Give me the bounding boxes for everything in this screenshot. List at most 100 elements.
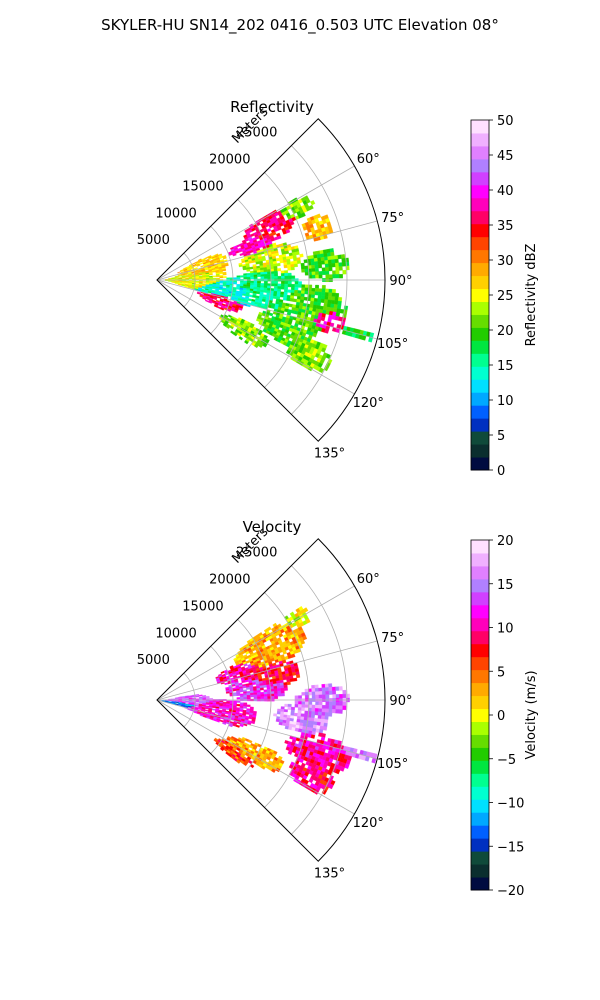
angle-spoke — [156, 165, 355, 281]
radar-cell — [236, 693, 241, 696]
radar-cell — [331, 259, 336, 264]
radar-cell — [272, 295, 277, 300]
colorbar-swatch — [471, 340, 489, 354]
radar-cell — [218, 707, 223, 710]
angle-spoke — [156, 279, 378, 340]
radar-cell — [200, 265, 205, 268]
radar-cell — [318, 367, 325, 374]
radar-cell — [325, 270, 330, 275]
radar-cell — [222, 276, 227, 279]
radar-cell — [211, 708, 216, 711]
radar-cell — [320, 298, 325, 304]
radar-cell — [251, 260, 256, 263]
radar-cell — [311, 291, 316, 296]
radar-cell — [246, 269, 251, 272]
colorbar-tick-label: 40 — [497, 184, 514, 199]
colorbar-tick-label: 0 — [497, 709, 505, 724]
radar-cell — [330, 255, 335, 260]
radar-cell — [328, 712, 333, 717]
radar-cell — [324, 260, 329, 265]
radar-cell — [331, 292, 336, 297]
radar-cell — [328, 292, 333, 297]
radar-cell — [273, 285, 278, 290]
colorbar-swatch — [471, 431, 489, 445]
radar-cell — [311, 707, 316, 712]
radar-cell — [256, 692, 261, 695]
radar-cell — [300, 265, 305, 270]
radar-cell — [244, 339, 249, 345]
radar-cell — [242, 685, 247, 689]
radar-cell — [331, 289, 336, 294]
radar-cell — [338, 262, 343, 267]
colorbar-swatch — [471, 773, 489, 787]
radar-cell — [314, 264, 319, 269]
radar-cell — [281, 275, 285, 279]
radar-cell — [255, 261, 260, 265]
radar-cell — [277, 288, 282, 292]
radar-cell — [290, 289, 295, 294]
radar-cell — [276, 685, 281, 689]
radar-cell — [246, 687, 251, 690]
radar-cell — [236, 704, 241, 707]
radius-tick-label: 5000 — [137, 653, 170, 668]
radar-cell — [181, 277, 186, 279]
radar-cell — [284, 250, 290, 255]
radar-cell — [239, 709, 244, 712]
colorbar-swatch — [471, 418, 489, 432]
radar-cell — [280, 706, 285, 710]
radar-cell — [318, 264, 323, 269]
radar-cell — [325, 687, 330, 692]
radar-cell — [327, 256, 332, 261]
radar-cell — [256, 291, 261, 295]
radar-cell — [273, 713, 278, 717]
radar-cell — [284, 275, 289, 279]
radar-cell — [298, 281, 302, 285]
radius-tick-label: 20000 — [209, 153, 250, 168]
radar-cell — [339, 701, 343, 706]
radar-cell — [287, 281, 292, 285]
radar-cell — [311, 271, 316, 276]
radar-cell — [293, 260, 298, 265]
radar-cell — [250, 692, 254, 696]
colorbar: 0 5 10 15 20 25 30 35 40 45 50 Reflectivity dBZ — [470, 114, 539, 479]
radar-cell — [294, 695, 299, 699]
radar-cell — [280, 687, 285, 692]
radar-cell — [246, 276, 251, 280]
radar-cell — [304, 265, 309, 270]
radar-cell — [250, 276, 255, 280]
radar-cell — [232, 332, 238, 337]
radar-cell — [310, 261, 315, 266]
radar-cell — [300, 290, 305, 295]
radar-cell — [311, 287, 316, 292]
radar-cell — [232, 253, 237, 257]
colorbar-swatch — [471, 760, 489, 774]
colorbar: −20 −15 −10 −5 0 5 10 15 20 Velocity (m/s) — [470, 534, 539, 899]
radar-cell — [324, 328, 330, 334]
radar-cell — [246, 280, 251, 284]
radar-cell — [283, 709, 288, 713]
radar-cell — [250, 274, 255, 278]
radar-cell — [243, 706, 247, 709]
radar-cell — [281, 281, 285, 285]
colorbar-swatch — [471, 838, 489, 852]
radar-cell — [325, 701, 330, 706]
radar-cell — [289, 298, 294, 302]
radar-cell — [314, 267, 319, 272]
radar-cell — [277, 286, 282, 290]
radar-field — [164, 195, 375, 374]
colorbar-swatch — [471, 877, 489, 891]
sector-frame — [156, 118, 386, 442]
radar-cell — [279, 294, 284, 298]
radar-cell — [275, 257, 280, 262]
colorbar-tick-label: −20 — [497, 884, 524, 899]
radar-cell — [329, 248, 334, 253]
radar-cell — [318, 288, 323, 293]
radar-cell — [263, 696, 268, 700]
radar-cell — [274, 281, 278, 284]
colorbar-tick-label: 10 — [497, 622, 514, 637]
radar-cell — [300, 293, 305, 298]
radar-cell — [301, 268, 306, 273]
radar-cell — [253, 694, 258, 698]
radar-cell — [236, 277, 241, 280]
radar-cell — [325, 288, 330, 293]
